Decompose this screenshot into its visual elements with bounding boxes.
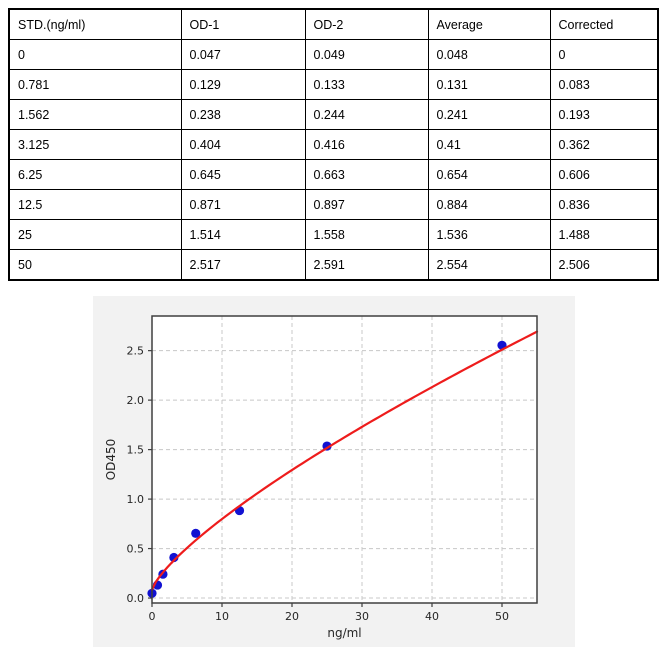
table-cell: 0.133 [304,69,429,100]
fit-curve [150,330,539,591]
table-cell: 0.047 [180,39,306,70]
table-row: 3.125 0.404 0.416 0.41 0.362 [8,129,659,160]
table-cell: 0.654 [427,159,551,190]
table-cell: 0 [549,39,659,70]
table-cell: 12.5 [8,189,182,220]
table-cell: 1.514 [180,219,306,250]
table-cell: 0.241 [427,99,551,130]
table-cell: 50 [8,249,182,281]
table-cell: 0.083 [549,69,659,100]
table-cell: 6.25 [8,159,182,190]
table-cell: 2.591 [304,249,429,281]
plot-area [152,316,537,603]
table-cell: 3.125 [8,129,182,160]
table-cell: 1.558 [304,219,429,250]
table-cell: 0.193 [549,99,659,130]
table-cell: 25 [8,219,182,250]
table-cell: 0.131 [427,69,551,100]
table-row: 6.25 0.645 0.663 0.654 0.606 [8,159,659,190]
x-tick-label: 40 [425,610,439,623]
table-cell: 0.884 [427,189,551,220]
table-cell: 0.049 [304,39,429,70]
x-axis-label: ng/ml [327,626,361,640]
std-table-header: STD.(ng/ml) OD-1 OD-2 Average Corrected [8,8,659,40]
y-tick-label: 1.5 [127,444,145,457]
table-cell: 0.645 [180,159,306,190]
table-cell: 0.606 [549,159,659,190]
table-cell: 0.836 [549,189,659,220]
table-cell: 0.897 [304,189,429,220]
table-cell: 0.871 [180,189,306,220]
table-cell: 0.129 [180,69,306,100]
table-cell: 0.41 [427,129,551,160]
x-tick-label: 10 [215,610,229,623]
data-point [191,528,201,538]
table-row: 12.5 0.871 0.897 0.884 0.836 [8,189,659,220]
column-header: OD-1 [180,8,306,40]
table-row: 1.562 0.238 0.244 0.241 0.193 [8,99,659,130]
table-cell: 2.506 [549,249,659,281]
header-row: STD.(ng/ml) OD-1 OD-2 Average Corrected [8,8,659,40]
table-cell: 2.517 [180,249,306,281]
table-cell: 0.663 [304,159,429,190]
table-cell: 0.781 [8,69,182,100]
standard-curve-figure: 0 10 20 30 40 50 0.0 0.5 1.0 1.5 2.0 2.5 ng/ml OD450 [93,296,575,647]
data-point [169,552,179,563]
table-cell: 0 [8,39,182,70]
table-row: 0 0.047 0.049 0.048 0 [8,39,659,70]
x-tick-label: 50 [495,610,509,623]
x-tick-label: 20 [285,610,299,623]
table-row: 0.781 0.129 0.133 0.131 0.083 [8,69,659,100]
table-cell: 0.244 [304,99,429,130]
table-cell: 1.488 [549,219,659,250]
x-tick-label: 0 [149,610,156,623]
std-table: STD.(ng/ml) OD-1 OD-2 Average Corrected 0 0.0… [8,8,659,281]
column-header: Average [427,8,551,40]
column-header: STD.(ng/ml) [8,8,182,40]
table-cell: 0.416 [304,129,429,160]
y-axis-label: OD450 [104,439,118,481]
std-table-body: 0 0.047 0.049 0.048 0 0.781 0.129 0.133 0.131 0.0… [8,39,659,281]
plot-border [151,315,538,604]
table-cell: 0.362 [549,129,659,160]
table-cell: 0.404 [180,129,306,160]
y-tick-label: 0.5 [127,543,145,556]
y-tick-label: 2.5 [127,345,145,358]
standard-curve-chart: 0 10 20 30 40 50 0.0 0.5 1.0 1.5 2.0 2.5 ng/ml OD450 [93,296,575,647]
table-cell: 1.536 [427,219,551,250]
y-tick-label: 2.0 [127,394,145,407]
table-row: 50 2.517 2.591 2.554 2.506 [8,249,659,281]
table-row: 25 1.514 1.558 1.536 1.488 [8,219,659,250]
y-tick-label: 0.0 [127,592,145,605]
table-cell: 0.238 [180,99,306,130]
table-cell: 1.562 [8,99,182,130]
column-header: OD-2 [304,8,429,40]
column-header: Corrected [549,8,659,40]
table-cell: 0.048 [427,39,551,70]
x-tick-label: 30 [355,610,369,623]
table-cell: 2.554 [427,249,551,281]
y-tick-label: 1.0 [127,493,145,506]
